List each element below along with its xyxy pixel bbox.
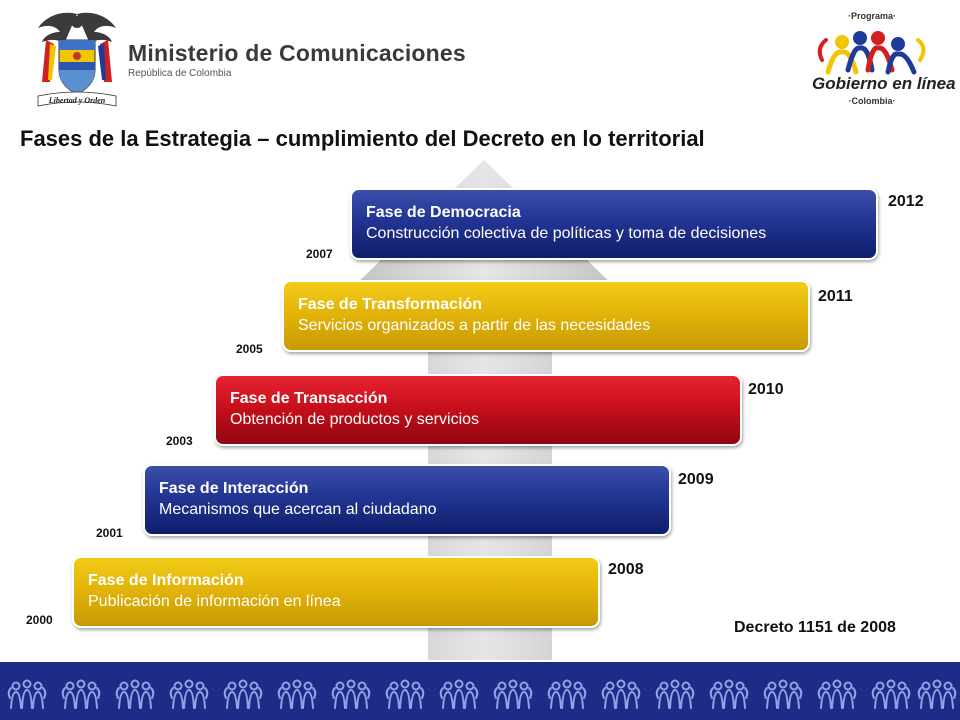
svg-text:Libertad y Orden: Libertad y Orden (48, 96, 106, 105)
phase-end-year: 2012 (888, 193, 924, 210)
phase-start-year: 2000 (26, 613, 53, 627)
phase-end-year: 2009 (678, 471, 714, 488)
program-name: Gobierno en línea (812, 74, 956, 93)
phase-description: Servicios organizados a partir de las ne… (298, 317, 651, 334)
phase-start-year: 2001 (96, 526, 123, 540)
phase-end-year: 2010 (748, 381, 784, 398)
phase-transformacion: Fase de Transformación Servicios organiz… (282, 280, 810, 352)
phase-end-year: 2008 (608, 561, 644, 578)
program-label: ·Programa· (847, 11, 896, 21)
phase-description: Obtención de productos y servicios (230, 411, 480, 428)
phase-informacion: Fase de Información Publicación de infor… (72, 556, 600, 628)
phase-name: Fase de Democracia (366, 204, 521, 221)
phase-start-year: 2003 (166, 434, 193, 448)
phase-name: Fase de Información (88, 572, 244, 589)
phase-end-year: 2011 (818, 288, 853, 305)
phase-start-year: 2005 (236, 342, 263, 356)
phase-description: Construcción colectiva de políticas y to… (366, 225, 767, 242)
phase-description: Publicación de información en línea (88, 593, 341, 610)
slide-title: Fases de la Estrategia – cumplimiento de… (20, 126, 705, 151)
decree-label: Decreto 1151 de 2008 (734, 619, 896, 636)
phase-transaccion: Fase de Transacción Obtención de product… (214, 374, 742, 446)
colombia-coat-of-arms-icon: Libertad y Orden (37, 12, 117, 107)
program-country: ·Colombia· (848, 96, 896, 106)
phase-name: Fase de Transformación (298, 296, 483, 313)
phase-start-year: 2007 (306, 247, 333, 261)
people-pattern-icon (7, 679, 957, 709)
phase-interaccion: Fase de Interacción Mecanismos que acerc… (143, 464, 671, 536)
ministry-subtitle: República de Colombia (128, 68, 232, 79)
phase-name: Fase de Transacción (230, 390, 388, 407)
ministry-name: Ministerio de Comunicaciones (128, 40, 466, 66)
phase-name: Fase de Interacción (159, 480, 309, 497)
gobierno-en-linea-logo-icon (817, 31, 926, 75)
phase-description: Mecanismos que acercan al ciudadano (159, 501, 437, 518)
footer-people-pattern (0, 662, 960, 720)
phase-democracia: Fase de Democracia Construcción colectiv… (350, 188, 878, 260)
